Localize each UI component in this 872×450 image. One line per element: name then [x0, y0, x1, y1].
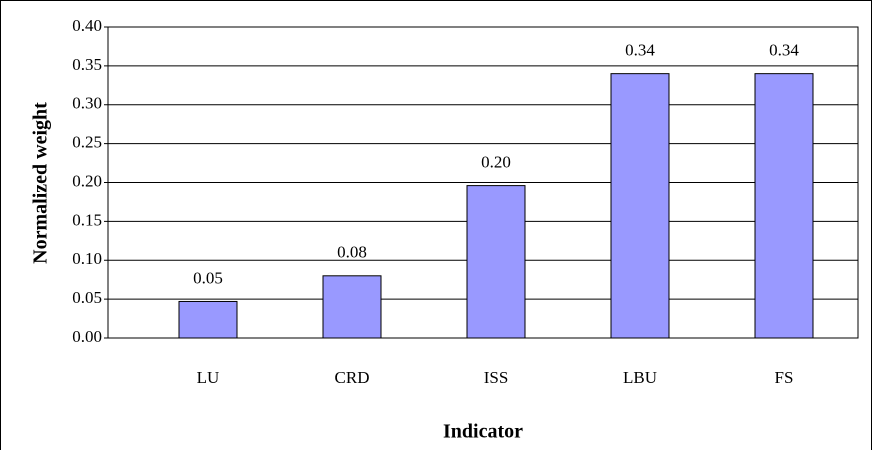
y-tick-label: 0.20	[72, 171, 102, 190]
y-tick-label: 0.40	[72, 16, 102, 35]
bar	[322, 275, 382, 339]
y-tick-label: 0.10	[72, 249, 102, 268]
x-tick-label: CRD	[335, 368, 370, 387]
value-label: 0.34	[625, 41, 655, 60]
x-tick-label: LBU	[623, 368, 657, 387]
value-label: 0.05	[193, 268, 223, 287]
x-axis-label: Indicator	[443, 421, 523, 443]
bar	[178, 300, 238, 339]
x-tick-label: ISS	[484, 368, 509, 387]
value-label: 0.20	[481, 153, 511, 172]
bar	[466, 185, 526, 339]
y-tick-label: 0.30	[72, 94, 102, 113]
value-label: 0.34	[769, 41, 799, 60]
y-tick-label: 0.00	[72, 327, 102, 346]
y-tick-label: 0.15	[72, 210, 102, 229]
y-axis-label: Normalized weight	[30, 102, 52, 264]
y-tick-label: 0.35	[72, 55, 102, 74]
y-tick-label: 0.25	[72, 133, 102, 152]
bar	[610, 73, 670, 339]
value-label: 0.08	[337, 243, 367, 262]
y-tick-label: 0.05	[72, 288, 102, 307]
x-tick-label: LU	[197, 368, 220, 387]
x-tick-label: FS	[775, 368, 794, 387]
bar	[754, 73, 814, 339]
